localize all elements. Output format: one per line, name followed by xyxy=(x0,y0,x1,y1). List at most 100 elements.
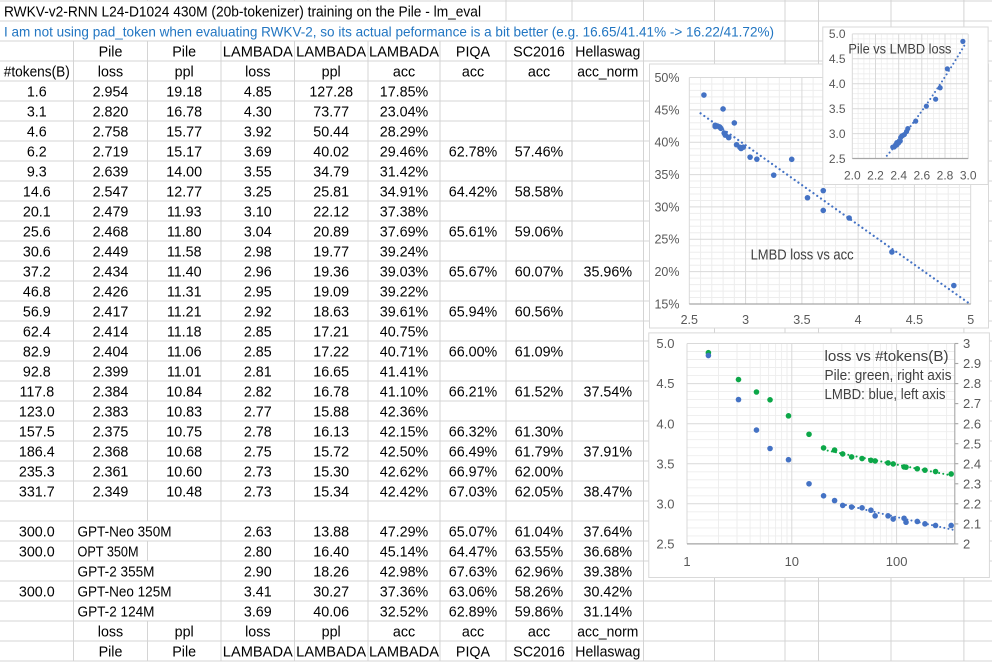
svg-text:ppl: ppl xyxy=(322,625,341,641)
svg-text:58.58%: 58.58% xyxy=(515,185,564,201)
svg-text:10.60: 10.60 xyxy=(166,465,202,481)
svg-text:2.77: 2.77 xyxy=(244,405,272,421)
svg-text:3.0: 3.0 xyxy=(960,169,977,183)
svg-text:2.4: 2.4 xyxy=(890,169,907,183)
svg-text:186.4: 186.4 xyxy=(19,445,55,461)
svg-text:37.38%: 37.38% xyxy=(380,205,429,221)
svg-text:10.83: 10.83 xyxy=(166,405,202,421)
svg-text:65.07%: 65.07% xyxy=(449,525,498,541)
svg-text:61.52%: 61.52% xyxy=(515,385,564,401)
svg-text:ppl: ppl xyxy=(175,625,194,641)
svg-text:3.10: 3.10 xyxy=(244,205,272,221)
svg-text:30%: 30% xyxy=(654,200,679,214)
svg-text:4.85: 4.85 xyxy=(244,85,272,101)
svg-text:3: 3 xyxy=(742,313,749,327)
svg-text:4.5: 4.5 xyxy=(906,313,923,327)
svg-text:Hellaswag: Hellaswag xyxy=(575,45,640,61)
svg-text:59.86%: 59.86% xyxy=(515,605,564,621)
svg-text:GPT-Neo 125M: GPT-Neo 125M xyxy=(78,585,172,601)
svg-text:2.2: 2.2 xyxy=(963,496,981,511)
svg-text:acc_norm: acc_norm xyxy=(577,625,638,641)
svg-text:2.954: 2.954 xyxy=(93,85,129,101)
svg-text:2.75: 2.75 xyxy=(244,445,272,461)
svg-text:39.24%: 39.24% xyxy=(380,245,429,261)
svg-text:117.8: 117.8 xyxy=(19,385,54,401)
svg-text:62.78%: 62.78% xyxy=(449,145,498,161)
svg-text:61.04%: 61.04% xyxy=(515,525,564,541)
svg-text:loss: loss xyxy=(245,625,270,641)
svg-text:10.68: 10.68 xyxy=(166,445,202,461)
svg-text:4.0: 4.0 xyxy=(829,77,846,91)
svg-text:37.54%: 37.54% xyxy=(584,385,633,401)
svg-text:15.17: 15.17 xyxy=(166,145,202,161)
svg-text:Hellaswag: Hellaswag xyxy=(575,645,640,661)
svg-text:41.10%: 41.10% xyxy=(380,385,429,401)
svg-text:35.96%: 35.96% xyxy=(584,265,633,281)
svg-text:17.22: 17.22 xyxy=(313,345,349,361)
svg-text:2.5: 2.5 xyxy=(829,152,846,166)
svg-text:4.5: 4.5 xyxy=(656,376,674,391)
svg-text:3.5: 3.5 xyxy=(656,456,674,471)
svg-text:GPT-2 124M: GPT-2 124M xyxy=(78,605,155,621)
svg-text:2.479: 2.479 xyxy=(93,205,129,221)
svg-text:2: 2 xyxy=(963,537,970,552)
svg-text:2.96: 2.96 xyxy=(244,265,272,281)
svg-text:SC2016: SC2016 xyxy=(513,645,565,661)
svg-text:11.80: 11.80 xyxy=(167,225,202,241)
svg-text:65.94%: 65.94% xyxy=(449,305,498,321)
svg-text:2.449: 2.449 xyxy=(93,245,129,261)
svg-text:92.8: 92.8 xyxy=(23,365,51,381)
svg-text:2.468: 2.468 xyxy=(93,225,129,241)
svg-text:34.79: 34.79 xyxy=(313,165,349,181)
svg-text:2.417: 2.417 xyxy=(93,305,129,321)
svg-text:PIQA: PIQA xyxy=(456,45,491,61)
svg-text:ppl: ppl xyxy=(322,65,341,81)
svg-text:19.09: 19.09 xyxy=(313,285,349,301)
svg-text:5.0: 5.0 xyxy=(656,336,674,351)
svg-text:2.426: 2.426 xyxy=(93,285,129,301)
svg-text:2.5: 2.5 xyxy=(656,537,674,552)
svg-text:2.95: 2.95 xyxy=(244,285,272,301)
svg-text:Pile: Pile xyxy=(172,645,196,661)
svg-text:2.73: 2.73 xyxy=(244,465,272,481)
svg-text:331.7: 331.7 xyxy=(19,485,55,501)
svg-text:32.52%: 32.52% xyxy=(380,605,429,621)
svg-text:66.49%: 66.49% xyxy=(449,445,498,461)
svg-text:LAMBADA: LAMBADA xyxy=(296,45,366,61)
svg-text:62.89%: 62.89% xyxy=(449,605,498,621)
svg-text:40.71%: 40.71% xyxy=(380,345,429,361)
svg-text:2.375: 2.375 xyxy=(93,425,129,441)
svg-text:Pile: Pile xyxy=(99,645,123,661)
svg-text:4: 4 xyxy=(855,313,862,327)
svg-text:57.46%: 57.46% xyxy=(515,145,564,161)
svg-text:3: 3 xyxy=(963,336,970,351)
svg-text:31.14%: 31.14% xyxy=(584,605,633,621)
svg-text:12.77: 12.77 xyxy=(166,185,202,201)
svg-text:300.0: 300.0 xyxy=(19,525,55,541)
svg-text:15.30: 15.30 xyxy=(313,465,349,481)
svg-text:66.32%: 66.32% xyxy=(449,425,498,441)
svg-text:2.384: 2.384 xyxy=(93,385,129,401)
svg-text:2.434: 2.434 xyxy=(93,265,129,281)
svg-text:31.42%: 31.42% xyxy=(380,165,429,181)
svg-text:73.77: 73.77 xyxy=(313,105,349,121)
svg-text:62.96%: 62.96% xyxy=(515,565,564,581)
svg-text:2.8: 2.8 xyxy=(963,376,981,391)
svg-text:39.61%: 39.61% xyxy=(380,305,429,321)
svg-text:Pile: green, right axis: Pile: green, right axis xyxy=(825,367,952,384)
svg-text:40.75%: 40.75% xyxy=(380,325,429,341)
svg-text:65.61%: 65.61% xyxy=(449,225,498,241)
svg-text:300.0: 300.0 xyxy=(19,585,55,601)
svg-text:28.29%: 28.29% xyxy=(380,125,429,141)
svg-text:2.1: 2.1 xyxy=(963,517,981,532)
svg-text:15.34: 15.34 xyxy=(313,485,349,501)
svg-text:40%: 40% xyxy=(654,136,679,150)
svg-text:Pile: Pile xyxy=(172,45,196,61)
svg-text:5: 5 xyxy=(967,313,974,327)
svg-text:20.89: 20.89 xyxy=(313,225,349,241)
svg-text:11.93: 11.93 xyxy=(167,205,202,221)
svg-text:47.29%: 47.29% xyxy=(380,525,429,541)
svg-text:30.27: 30.27 xyxy=(313,585,349,601)
svg-text:15%: 15% xyxy=(654,297,679,311)
svg-text:45.14%: 45.14% xyxy=(380,545,429,561)
